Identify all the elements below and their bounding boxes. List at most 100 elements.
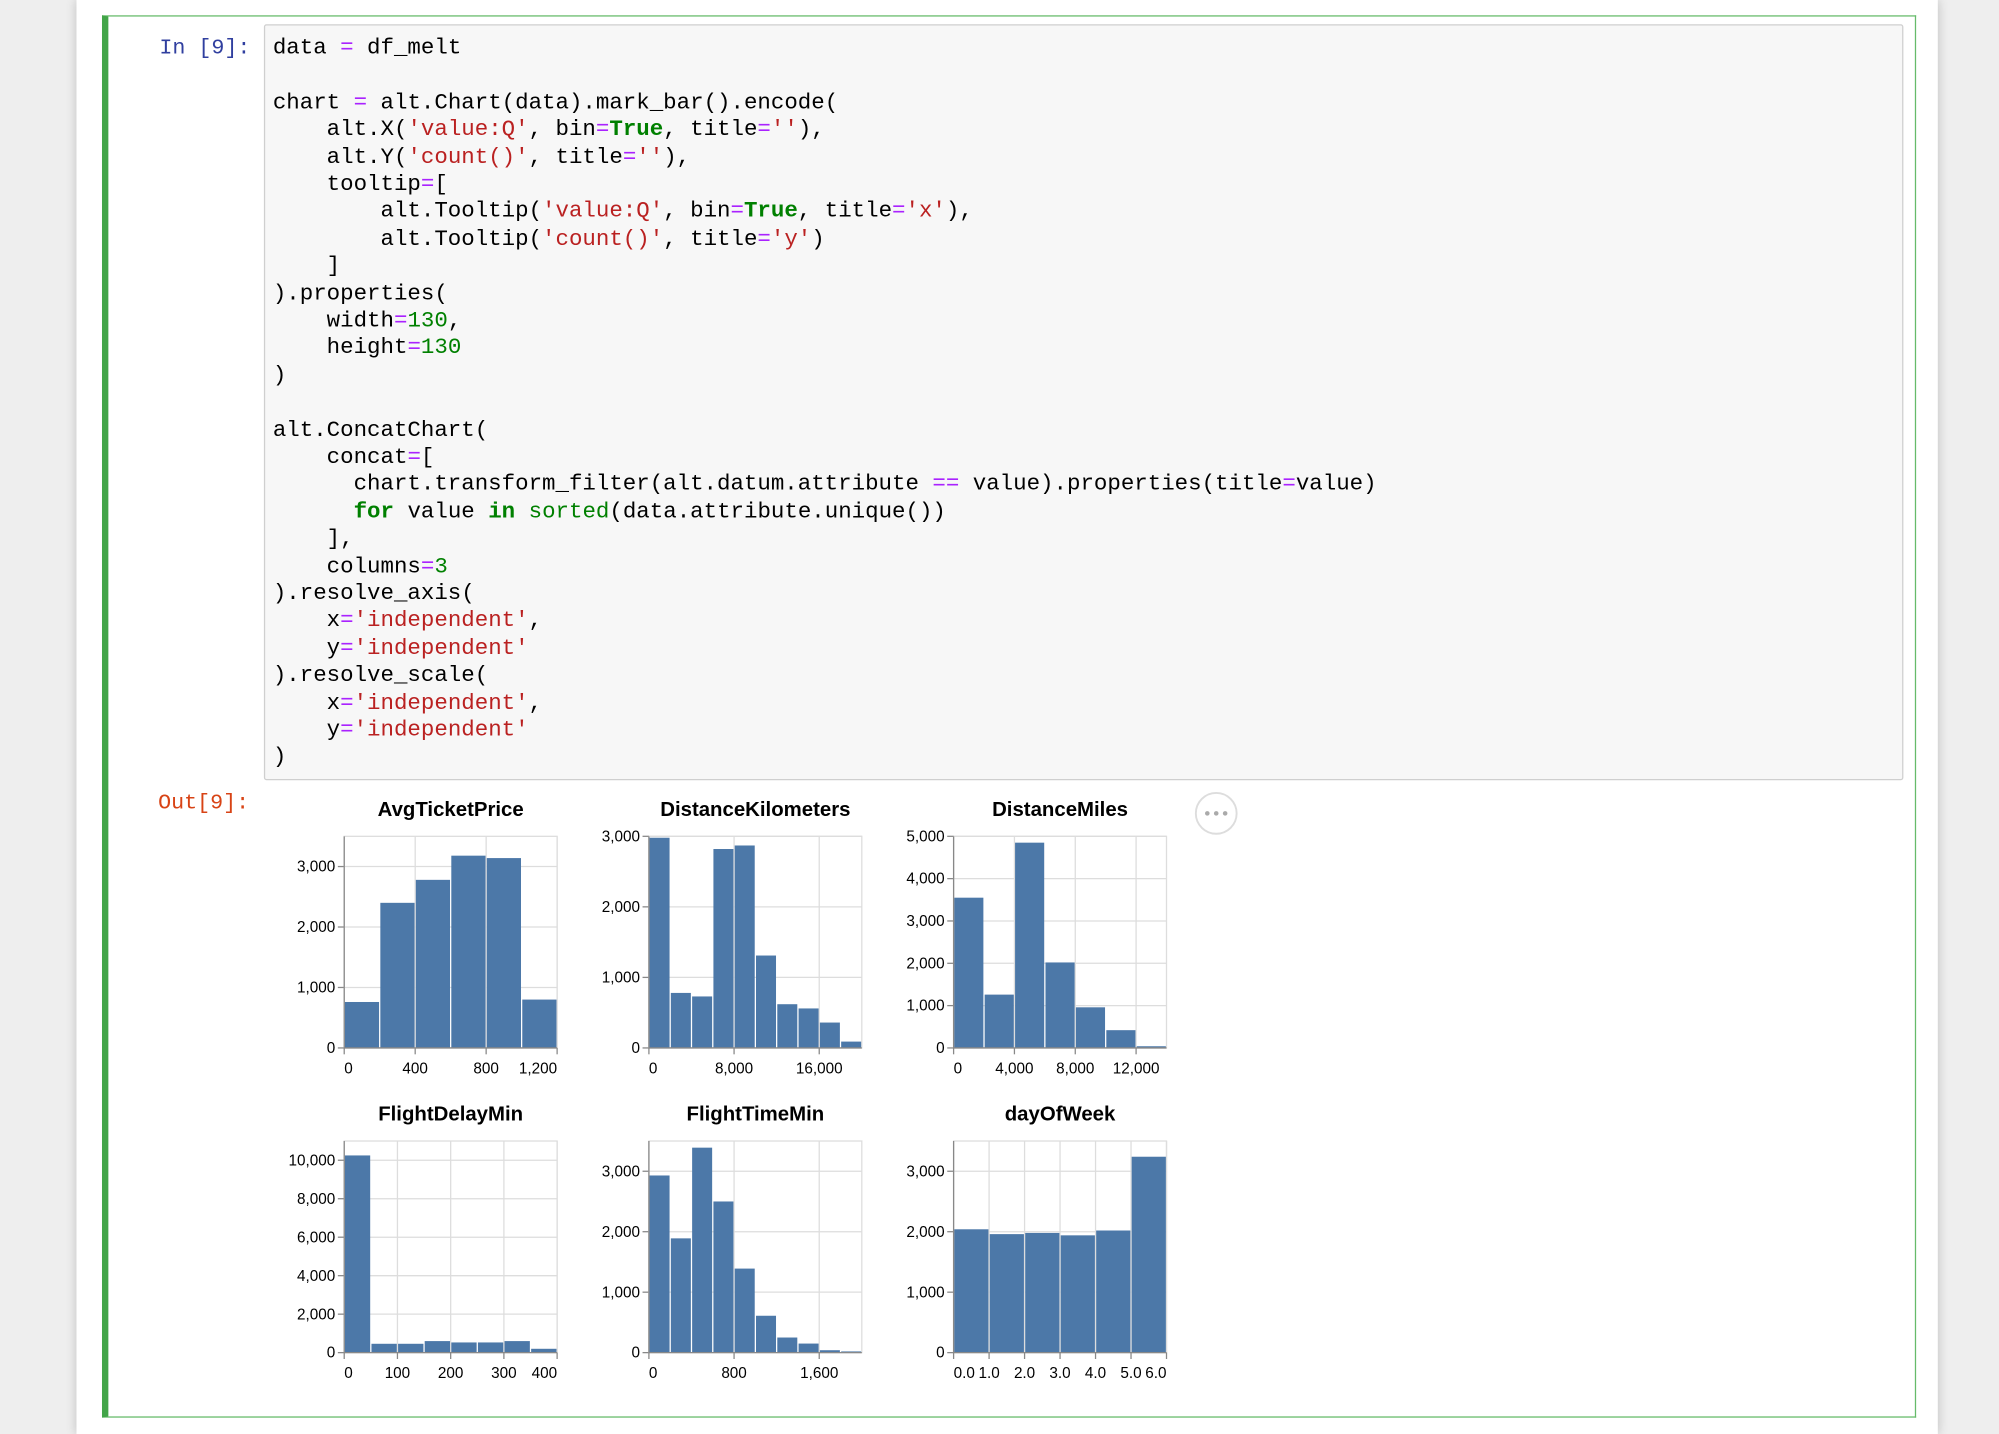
chart-title: dayOfWeek xyxy=(1005,1104,1116,1126)
y-tick-label: 3,000 xyxy=(906,1163,944,1180)
y-tick-label: 3,000 xyxy=(297,859,335,876)
code-line: tooltip=[ xyxy=(272,172,448,198)
y-tick-label: 1,000 xyxy=(602,1284,640,1301)
output-prompt: Out[9]: xyxy=(158,791,250,816)
bar xyxy=(380,902,415,1048)
code-line: alt.Tooltip('count()', title='y') xyxy=(272,226,825,253)
bar xyxy=(451,1342,477,1353)
code-line: ).properties( xyxy=(272,281,448,307)
y-tick-label: 8,000 xyxy=(297,1191,335,1208)
x-tick-label: 2.0 xyxy=(1014,1365,1035,1382)
bar xyxy=(1025,1232,1060,1353)
y-tick-label: 2,000 xyxy=(297,1306,335,1323)
y-tick-label: 2,000 xyxy=(297,919,335,936)
code-line: y='independent' xyxy=(272,635,529,662)
bar xyxy=(486,858,521,1048)
code-line: alt.Y('count()', title=''), xyxy=(272,144,691,171)
bar xyxy=(819,1022,840,1048)
bar xyxy=(819,1350,840,1353)
bar xyxy=(713,1201,734,1353)
code-line: ).resolve_scale( xyxy=(272,663,489,689)
code-line: width=130, xyxy=(272,308,462,335)
y-tick-label: 2,000 xyxy=(602,1224,640,1241)
y-tick-label: 1,000 xyxy=(602,969,640,986)
bar xyxy=(415,879,451,1048)
x-tick-label: 4.0 xyxy=(1085,1365,1106,1382)
bar xyxy=(649,837,670,1048)
bar xyxy=(1106,1030,1136,1048)
x-tick-label: 16,000 xyxy=(796,1060,843,1077)
bar xyxy=(989,1234,1024,1353)
bar xyxy=(1015,842,1045,1048)
x-tick-label: 0 xyxy=(954,1060,963,1077)
y-tick-label: 4,000 xyxy=(297,1268,335,1285)
bar xyxy=(504,1341,530,1353)
code-line: ], xyxy=(272,526,354,553)
x-tick-label: 300 xyxy=(491,1365,517,1382)
bar xyxy=(692,1147,713,1353)
chart-title: FlightTimeMin xyxy=(687,1104,825,1126)
y-tick-label: 0 xyxy=(327,1040,336,1057)
code-cell[interactable] xyxy=(101,15,1917,1418)
y-tick-label: 0 xyxy=(327,1345,336,1362)
x-tick-label: 800 xyxy=(473,1060,499,1077)
x-tick-label: 5.0 xyxy=(1120,1365,1141,1382)
bar xyxy=(713,849,734,1048)
code-line: ).resolve_axis( xyxy=(272,581,475,607)
bar xyxy=(1136,1046,1166,1048)
code-line: columns=3 xyxy=(272,554,448,580)
y-tick-label: 2,000 xyxy=(906,1224,944,1241)
code-line: chart.transform_filter(alt.datum.attribu… xyxy=(272,472,1377,498)
bar xyxy=(398,1343,424,1353)
bar xyxy=(1096,1230,1131,1353)
code-line: for value in sorted(data.attribute.uniqu… xyxy=(353,499,946,525)
bar xyxy=(371,1343,397,1353)
bar xyxy=(777,1004,798,1048)
code-editor[interactable]: data = df_melt chart = alt.Chart(data).ma… xyxy=(263,24,1904,781)
bar xyxy=(798,1008,819,1048)
y-tick-label: 3,000 xyxy=(602,1163,640,1180)
y-tick-label: 4,000 xyxy=(906,871,944,888)
y-tick-label: 0 xyxy=(936,1345,945,1362)
y-tick-label: 3,000 xyxy=(602,828,640,845)
code-line: x='independent', xyxy=(272,608,543,635)
code-line: chart = alt.Chart(data).mark_bar().encod… xyxy=(272,90,839,116)
y-tick-label: 2,000 xyxy=(906,955,944,972)
x-tick-label: 800 xyxy=(721,1365,746,1382)
y-tick-label: 1,000 xyxy=(906,998,944,1015)
code-line: height=130 xyxy=(272,335,462,362)
y-tick-label: 1,000 xyxy=(906,1284,944,1301)
bar xyxy=(1131,1156,1166,1353)
bar xyxy=(451,855,486,1048)
bar xyxy=(1045,962,1075,1048)
bar xyxy=(424,1341,451,1353)
bar xyxy=(954,897,984,1048)
bar xyxy=(734,1268,755,1353)
code-line: concat=[ xyxy=(272,444,435,471)
bar xyxy=(734,845,755,1048)
bar xyxy=(477,1342,504,1353)
x-tick-label: 0 xyxy=(344,1060,353,1077)
x-tick-label: 1,200 xyxy=(519,1060,557,1077)
y-tick-label: 2,000 xyxy=(602,899,640,916)
code-line: alt.Tooltip('value:Q', bin=True, title='… xyxy=(272,199,973,225)
x-tick-label: 200 xyxy=(438,1365,464,1382)
bar xyxy=(755,955,777,1048)
x-tick-label: 400 xyxy=(532,1365,558,1382)
bar xyxy=(1060,1235,1095,1353)
bar xyxy=(344,1155,371,1353)
bar xyxy=(1075,1007,1106,1048)
x-tick-label: 4,000 xyxy=(995,1060,1033,1077)
bar xyxy=(670,992,691,1048)
code-line: y='independent' xyxy=(272,717,529,744)
x-tick-label: 0 xyxy=(649,1060,658,1077)
bar xyxy=(798,1343,819,1353)
menu-dot xyxy=(1213,811,1219,816)
code-line: alt.ConcatChart( xyxy=(272,417,489,444)
y-tick-label: 5,000 xyxy=(906,828,944,845)
x-tick-label: 1.0 xyxy=(978,1365,999,1382)
chart-title: DistanceKilometers xyxy=(660,799,850,821)
actions-menu-button[interactable] xyxy=(1194,792,1238,835)
bar xyxy=(670,1238,691,1353)
